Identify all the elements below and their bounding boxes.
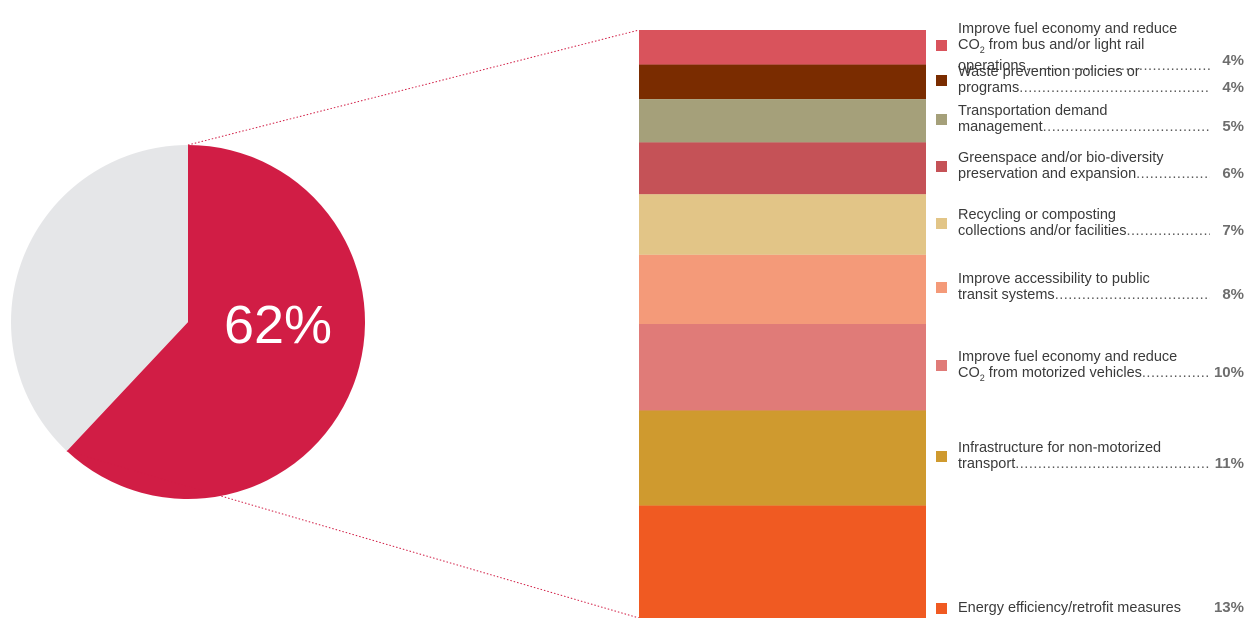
legend-item: Waste prevention policies or programs....…: [936, 64, 1248, 96]
legend-label: Greenspace and/or bio-diversity preservat…: [958, 150, 1210, 183]
connector-line-bottom: [66, 450, 640, 619]
bar-segment-6: [639, 324, 926, 411]
legend-label: Energy efficiency/retrofit measures: [958, 600, 1181, 616]
connector-line-top: [187, 29, 640, 146]
legend-swatch: [936, 40, 947, 52]
legend-swatch: [936, 451, 947, 463]
legend-item: Improve accessibility to public transit s…: [936, 271, 1248, 303]
legend-label: Recycling or composting collections and/o…: [958, 206, 1210, 239]
bar-segment-7: [639, 410, 926, 506]
bar-segment-1: [639, 64, 926, 100]
legend-label: Transportation demand management.........…: [958, 102, 1210, 135]
legend-swatch: [936, 282, 947, 294]
legend-swatch: [936, 360, 947, 372]
legend-item: Energy efficiency/retrofit measures 13%: [936, 600, 1248, 616]
legend-value: 10%: [1213, 364, 1244, 382]
legend-value: 5%: [1222, 117, 1244, 135]
pie-slice-label: 62%: [224, 295, 332, 355]
legend-label: Improve fuel economy and reduce CO2 from …: [958, 21, 1210, 75]
legend-item: Infrastructure for non-motorized transpor…: [936, 440, 1248, 472]
bar-segment-5: [639, 254, 926, 324]
legend-value: 7%: [1222, 221, 1244, 239]
legend-value: 4%: [1222, 78, 1244, 96]
legend-swatch: [936, 113, 947, 125]
legend-label: Infrastructure for non-motorized transpor…: [958, 440, 1210, 473]
pie-slice-highlight: [66, 145, 366, 500]
legend-swatch: [936, 603, 947, 614]
bar-segment-8: [639, 505, 926, 618]
legend-item: Improve fuel economy and reduce CO2 from …: [936, 21, 1248, 74]
bar-segment-0: [639, 30, 926, 65]
legend-label: Improve accessibility to public transit s…: [958, 271, 1210, 304]
bar-segment-2: [639, 99, 926, 143]
legend-value: 8%: [1222, 286, 1244, 304]
legend-item: Recycling or composting collections and/o…: [936, 207, 1248, 239]
legend-swatch: [936, 74, 947, 86]
bar-segment-3: [639, 142, 926, 195]
legend-value: 11%: [1214, 455, 1244, 473]
legend-value: 4%: [1222, 52, 1244, 70]
legend-item: Transportation demand management.........…: [936, 103, 1248, 135]
legend-item: Greenspace and/or bio-diversity preservat…: [936, 150, 1248, 182]
legend-swatch: [936, 161, 947, 173]
pie-slice-rest: [11, 145, 189, 452]
legend-item: Improve fuel economy and reduce CO2 from …: [936, 349, 1248, 383]
legend-value: 6%: [1222, 165, 1244, 183]
legend-value: 13%: [1213, 599, 1244, 616]
legend-label: Improve fuel economy and reduce CO2 from …: [958, 349, 1210, 384]
bar-segment-4: [639, 194, 926, 255]
legend-swatch: [936, 217, 947, 229]
legend-label: Waste prevention policies or programs....…: [958, 63, 1210, 96]
